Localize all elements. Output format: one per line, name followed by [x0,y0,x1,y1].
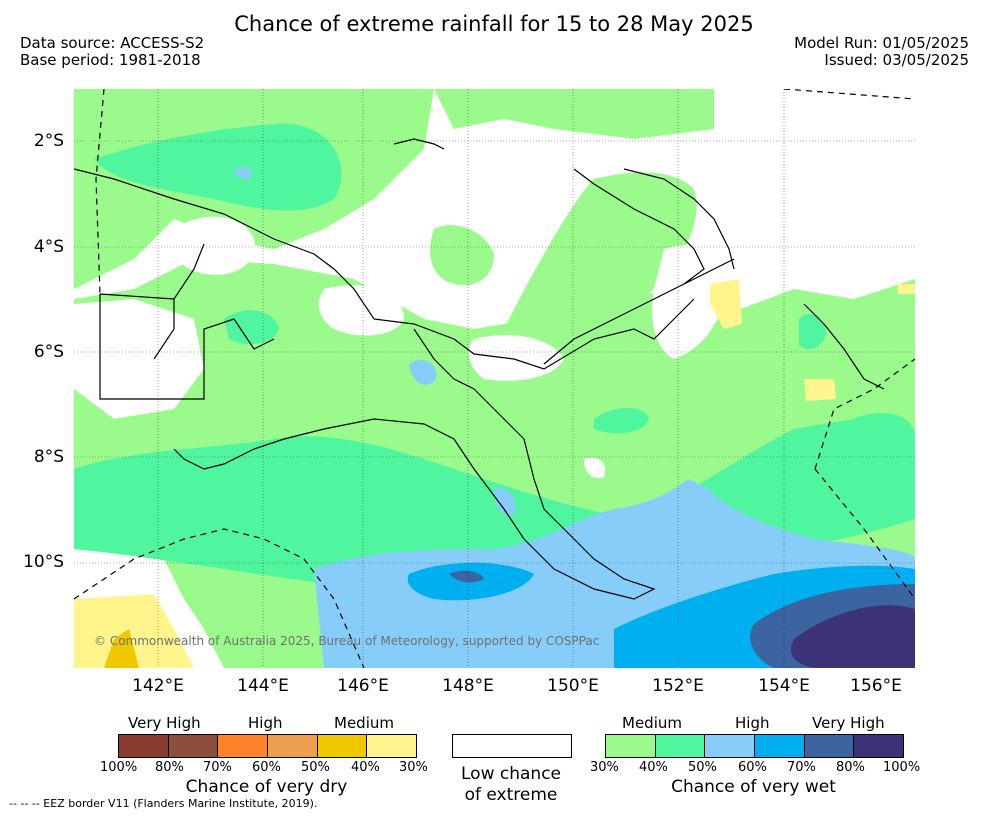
low-chance-region [74,299,204,419]
data-source-text: Data source: ACCESS-S2 [20,34,205,52]
dry-30-region [804,379,836,401]
wet-tick: 100% [883,760,921,775]
dry-colorbar [118,734,417,758]
rainfall-map[interactable]: © Commonwealth of Australia 2025, Bureau… [74,89,915,668]
new-britain-coastline [543,168,735,365]
wet-tick: 30% [590,760,619,775]
lon-label: 150°E [547,676,599,696]
wet-50-region [234,166,253,179]
wet-swatch [655,735,706,757]
wet-category-medium: Medium [622,714,682,732]
dry-swatch [218,735,269,757]
medium-wet-region [430,225,494,286]
metadata-right: Model Run: 01/05/2025 Issued: 03/05/2025 [794,35,969,69]
dry-tick: 50% [301,760,330,775]
map-title: Chance of extreme rainfall for 15 to 28 … [234,12,754,36]
lon-label: 142°E [132,676,184,696]
low-chance-region [318,285,404,336]
dry-tick: 60% [252,760,281,775]
wet-40-region [224,310,279,345]
wet-70-region [449,570,484,583]
low-chance-caption-1: Low chance [461,764,561,784]
wet-50-region [494,488,516,516]
wet-swatch [804,735,855,757]
wet-40-region [799,314,826,350]
wet-swatch [854,735,904,757]
wet-swatch [606,735,656,757]
lon-label: 146°E [337,676,389,696]
dry-tick: 70% [203,760,232,775]
lon-label: 156°E [850,676,902,696]
wet-40-region [594,407,649,434]
eez-border [74,528,365,668]
lon-label: 152°E [652,676,704,696]
dry-swatch [317,735,368,757]
wet-tick: 70% [787,760,816,775]
wet-colorbar [605,734,904,758]
dry-caption: Chance of very dry [185,777,348,797]
low-chance-region [584,457,606,479]
lat-label: 4°S [33,237,64,257]
dry-tick: 100% [100,760,138,775]
base-period-text: Base period: 1981-2018 [20,51,201,69]
lon-label: 144°E [237,676,289,696]
eez-note: -- -- -- EEZ border V11 (Flanders Marine… [9,797,318,810]
dry-swatch [119,735,169,757]
wet-tick: 50% [688,760,717,775]
dry-30-region [710,279,742,329]
dry-tick: 80% [155,760,184,775]
wet-swatch [705,735,756,757]
dry-tick: 40% [351,760,380,775]
wet-tick: 40% [639,760,668,775]
dry-swatch [367,735,417,757]
dry-category-high: High [248,714,283,732]
model-run-text: Model Run: 01/05/2025 [794,34,969,52]
lat-label: 8°S [33,447,64,467]
wet-caption: Chance of very wet [671,777,836,797]
manus-coastline [393,138,445,150]
new-guinea-coastline [74,168,695,600]
issued-text: Issued: 03/05/2025 [824,51,969,69]
eez-border [95,89,105,295]
dry-category-medium: Medium [334,714,394,732]
lat-label: 2°S [33,131,64,151]
medium-wet-region [74,89,714,139]
low-chance-region [170,216,255,275]
wet-tick: 80% [836,760,865,775]
medium-wet-region [504,172,697,332]
eez-border [814,358,915,600]
lat-label: 10°S [23,552,64,572]
wet-50-region [409,359,437,385]
low-chance-caption-2: of extreme [464,785,558,805]
wet-swatch [755,735,805,757]
wet-tick: 60% [738,760,767,775]
wet-80-region [790,605,915,668]
new-ireland-coastline [623,168,735,270]
wet-category-high: High [735,714,770,732]
low-chance-swatch [452,734,572,758]
wet-40-region [94,123,342,211]
wet-category-very-high: Very High [812,714,885,732]
lat-label: 6°S [33,342,64,362]
metadata-left: Data source: ACCESS-S2 Base period: 1981… [20,35,204,69]
lon-label: 154°E [758,676,810,696]
dry-swatch [268,735,318,757]
lon-label: 148°E [442,676,494,696]
border-line [99,243,275,400]
dry-30-region [74,594,194,668]
dry-category-very-high: Very High [128,714,201,732]
bougainville-coastline [803,303,885,390]
dry-50-region [104,629,139,668]
copyright-text: © Commonwealth of Australia 2025, Bureau… [94,634,599,648]
dry-30-region [898,284,915,294]
dry-swatch [168,735,219,757]
low-chance-region [468,335,564,381]
dry-tick: 30% [399,760,428,775]
